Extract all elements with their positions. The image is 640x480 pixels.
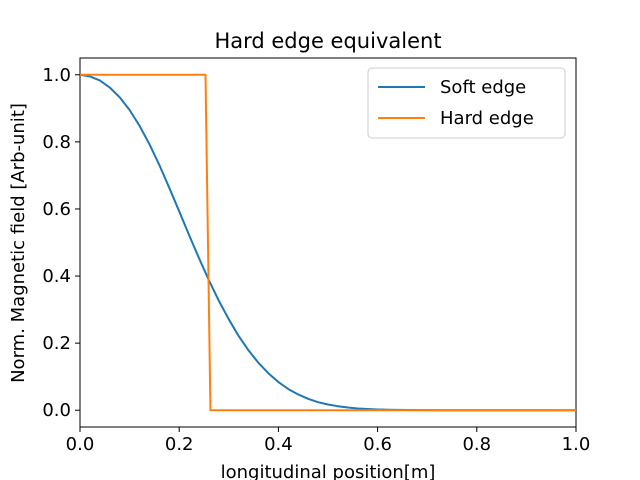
series-layer: [79, 73, 576, 412]
y-tick-label: 0.8: [42, 132, 71, 153]
y-tick-label: 0.4: [42, 266, 71, 287]
legend-label-soft-edge: Soft edge: [440, 77, 526, 98]
series-line-hard-edge: [80, 73, 576, 412]
x-tick-label: 0.0: [66, 434, 95, 455]
x-tick-label: 0.4: [264, 434, 293, 455]
x-tick-label: 0.2: [165, 434, 194, 455]
x-tick-label: 0.8: [462, 434, 491, 455]
legend-box: [367, 67, 566, 139]
x-axis: 0.0 0.2 0.4 0.6 0.8 1.0: [66, 427, 591, 455]
y-axis: 0.0 0.2 0.4 0.6 0.8 1.0: [42, 65, 80, 421]
y-tick-label: 0.0: [42, 400, 71, 421]
legend-label-hard-edge: Hard edge: [440, 108, 534, 129]
x-tick-label: 1.0: [562, 434, 591, 455]
y-axis-label: Norm. Magnetic field [Arb-unit]: [8, 103, 29, 383]
legend: Soft edge Hard edge: [367, 67, 566, 139]
y-tick-label: 1.0: [42, 65, 71, 86]
x-axis-label: longitudinal position[m]: [221, 462, 436, 480]
y-tick-label: 0.6: [42, 199, 71, 220]
chart-title: Hard edge equivalent: [214, 29, 441, 53]
plot-area: [79, 57, 577, 428]
x-tick-label: 0.6: [363, 434, 392, 455]
plot-frame: [79, 57, 577, 428]
y-tick-label: 0.2: [42, 333, 71, 354]
